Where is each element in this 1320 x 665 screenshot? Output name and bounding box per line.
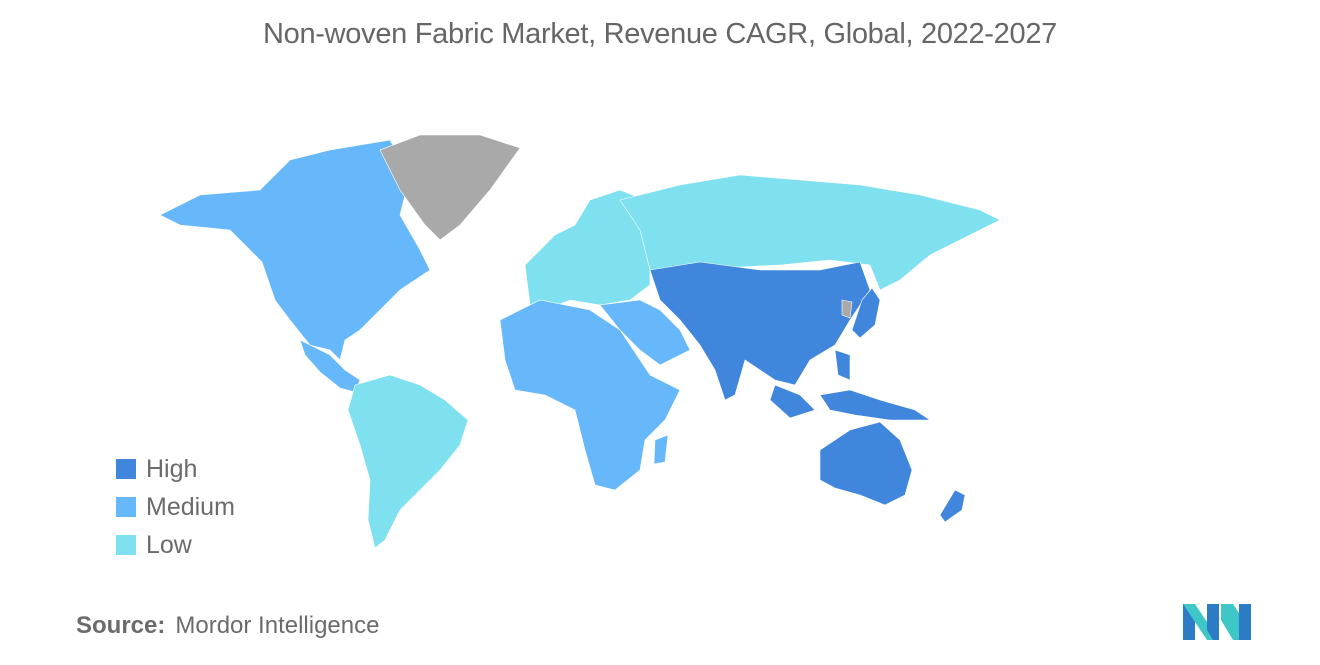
legend-swatch-low: [116, 535, 136, 555]
source-label: Source:: [76, 612, 166, 639]
logo-bar: [1239, 604, 1251, 640]
source-note: Source: Mordor Intelligence: [76, 612, 379, 640]
region-indonesia: [819, 389, 931, 421]
legend-item-high: High: [116, 450, 235, 488]
mordor-logo: [1183, 604, 1251, 640]
region-se-asia: [769, 384, 816, 419]
legend: High Medium Low: [116, 450, 235, 564]
legend-label: Medium: [146, 492, 235, 521]
region-asia-high: [649, 261, 871, 401]
region-greenland: [379, 134, 521, 241]
region-new-zealand: [939, 489, 966, 523]
legend-item-medium: Medium: [116, 488, 235, 526]
chart-title: Non-woven Fabric Market, Revenue CAGR, G…: [263, 18, 1057, 50]
legend-label: Low: [146, 530, 192, 559]
region-north-america: [159, 139, 431, 361]
region-africa: [499, 299, 681, 491]
region-philippines: [834, 349, 851, 381]
legend-label: High: [146, 454, 198, 483]
region-south-america: [347, 374, 469, 549]
region-middle-east: [599, 299, 691, 366]
legend-swatch-high: [116, 459, 136, 479]
region-japan: [851, 287, 881, 339]
region-australia: [819, 421, 913, 506]
logo-bar: [1207, 604, 1219, 640]
source-value: Mordor Intelligence: [175, 612, 380, 639]
legend-swatch-medium: [116, 497, 136, 517]
region-korea: [841, 299, 853, 319]
region-madagascar: [653, 434, 669, 465]
legend-item-low: Low: [116, 526, 235, 564]
